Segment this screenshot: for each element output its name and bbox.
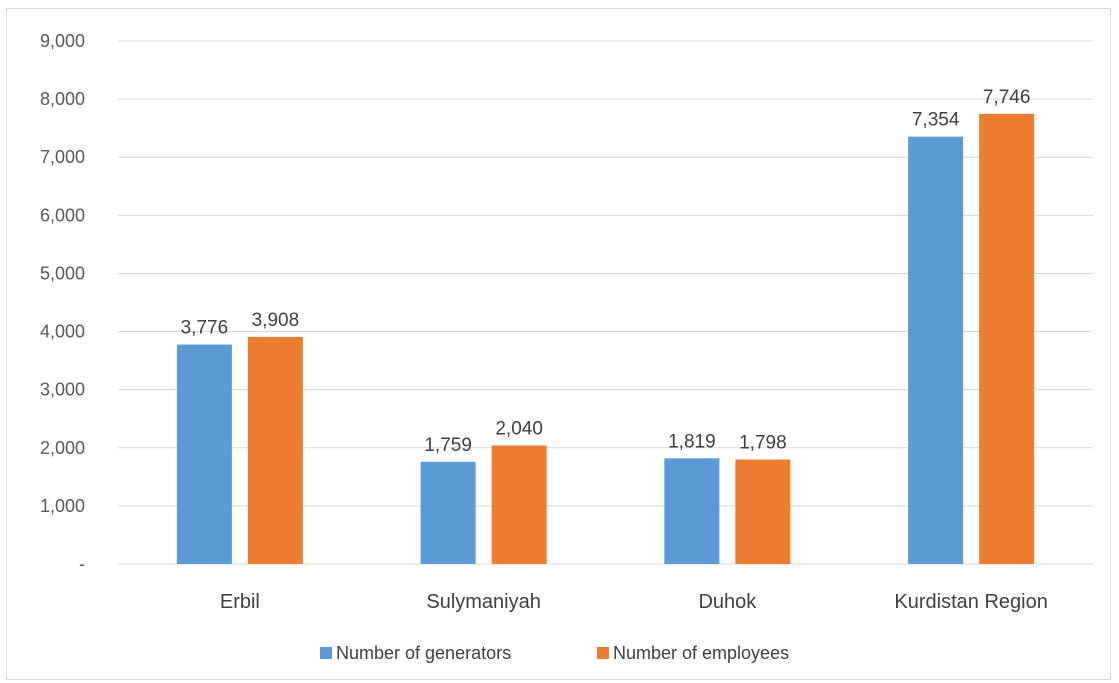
data-label: 1,798 [739, 433, 787, 454]
data-label: 1,759 [424, 435, 472, 456]
y-tick-label: 7,000 [40, 147, 85, 167]
legend-label: Number of generators [336, 643, 511, 663]
data-label: 7,354 [912, 110, 960, 131]
x-category-label: Sulymaniyah [426, 591, 541, 613]
data-label: 2,040 [495, 418, 543, 439]
y-axis: - 1,000 2,000 3,000 4,000 5,000 6,000 7,000 8,00… [40, 31, 85, 574]
bar-generators [908, 136, 964, 565]
bar-generators [176, 344, 232, 564]
legend-label: Number of employees [613, 643, 789, 663]
y-tick-label: 2,000 [40, 438, 85, 458]
y-tick-label: 1,000 [40, 496, 85, 516]
data-label: 1,819 [668, 431, 716, 452]
legend: Number of generators Number of employees [320, 643, 789, 663]
data-label: 3,908 [252, 310, 300, 331]
y-tick-label: 9,000 [40, 31, 85, 51]
y-tick-label: 4,000 [40, 322, 85, 342]
x-category-label: Erbil [220, 591, 260, 613]
legend-swatch [320, 647, 332, 659]
bar-employees [247, 336, 303, 564]
data-label: 7,746 [983, 87, 1031, 108]
bar-employees [979, 113, 1035, 564]
bar-employees [735, 459, 791, 564]
bar-employees [491, 445, 547, 564]
bar-generators [420, 461, 476, 564]
data-label: 3,776 [181, 318, 229, 339]
bar-generators [664, 458, 720, 564]
x-category-label: Duhok [698, 591, 757, 613]
y-tick-label: 6,000 [40, 205, 85, 225]
x-category-label: Kurdistan Region [894, 591, 1047, 613]
legend-swatch [597, 647, 609, 659]
y-tick-label: - [79, 554, 85, 574]
x-axis: Erbil Sulymaniyah Duhok Kurdistan Region [220, 591, 1048, 613]
bars [176, 113, 1035, 565]
y-tick-label: 3,000 [40, 380, 85, 400]
data-labels: 3,776 3,908 1,759 2,040 1,819 1,798 7,354 7,746 [181, 87, 1031, 456]
y-tick-label: 8,000 [40, 89, 85, 109]
y-tick-label: 5,000 [40, 263, 85, 283]
